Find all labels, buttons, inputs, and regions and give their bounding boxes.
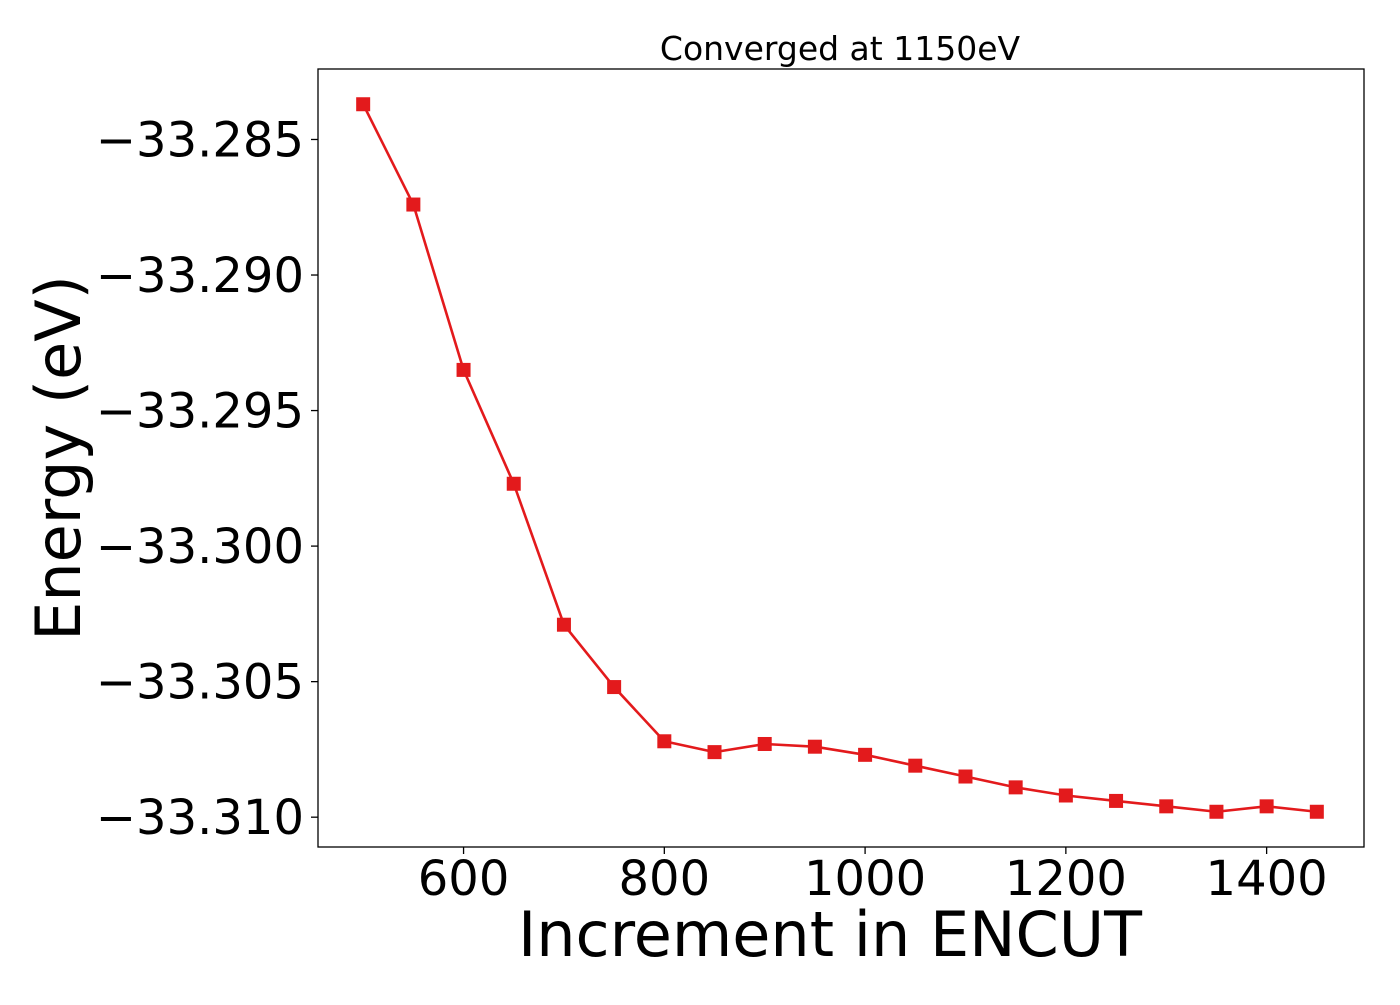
data-point: [1209, 804, 1224, 819]
plot-frame: [317, 68, 1365, 848]
y-tick-label: −33.305: [96, 655, 304, 711]
data-point: [1008, 780, 1023, 795]
data-point: [1109, 793, 1124, 808]
data-point: [657, 734, 672, 749]
data-point: [556, 617, 571, 632]
x-tick-label: 1400: [1206, 851, 1328, 907]
y-axis-ticks: −33.285 −33.290 −33.295 −33.300 −33.305 −33.3…: [96, 112, 318, 846]
x-tick-label: 1200: [1005, 851, 1127, 907]
data-point: [707, 745, 722, 760]
data-point: [807, 739, 822, 754]
data-point: [1058, 788, 1073, 803]
y-tick-label: −33.300: [96, 519, 304, 575]
data-point: [406, 197, 421, 212]
series-line: [362, 103, 1317, 814]
data-point: [757, 736, 772, 751]
series-group: [356, 97, 1324, 819]
data-point: [958, 769, 973, 784]
y-tick-label: −33.295: [96, 384, 304, 440]
data-point: [1159, 799, 1174, 814]
y-tick-label: −33.310: [96, 790, 304, 846]
data-point: [356, 97, 371, 112]
data-point: [858, 747, 873, 762]
x-axis-label: Increment in ENCUT: [518, 898, 1143, 971]
data-point: [1259, 799, 1274, 814]
plot-area: [317, 68, 1365, 848]
x-tick-label: 1000: [804, 851, 926, 907]
y-tick-label: −33.285: [96, 112, 304, 168]
data-point: [456, 362, 471, 377]
data-point: [1309, 804, 1324, 819]
x-axis-ticks: 600 800 1000 1200 1400: [418, 847, 1328, 907]
x-tick-label: 600: [418, 851, 510, 907]
data-point: [506, 476, 521, 491]
data-point: [607, 680, 622, 695]
x-tick-label: 800: [619, 851, 711, 907]
y-axis-label: Energy (eV): [22, 275, 95, 641]
chart-title: Converged at 1150eV: [660, 29, 1021, 68]
y-tick-label: −33.290: [96, 248, 304, 304]
data-point: [908, 758, 923, 773]
